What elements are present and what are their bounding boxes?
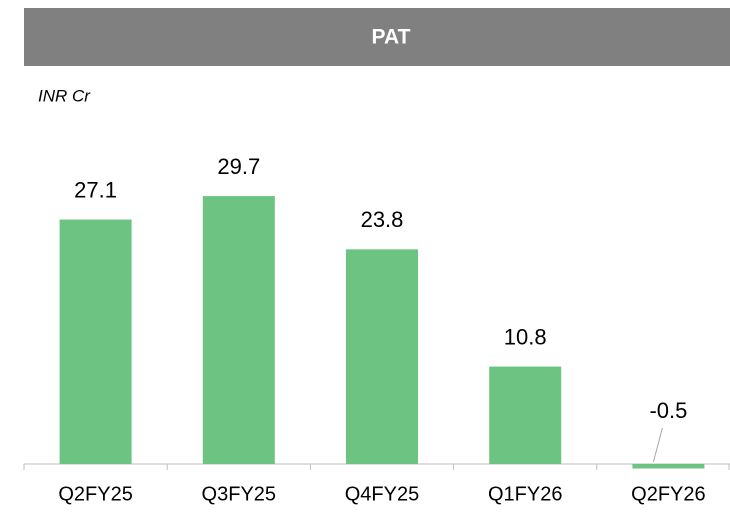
bar	[489, 366, 562, 464]
bar	[59, 219, 132, 464]
data-label: 10.8	[504, 324, 547, 349]
data-label: 29.7	[217, 154, 260, 179]
bar	[632, 464, 705, 469]
x-tick-label: Q2FY26	[631, 483, 705, 505]
x-tick-label: Q3FY25	[202, 483, 276, 505]
data-label: 27.1	[74, 177, 117, 202]
bar	[202, 196, 275, 464]
x-tick-label: Q4FY25	[345, 483, 419, 505]
x-tick-label: Q1FY26	[488, 483, 562, 505]
data-label: -0.5	[649, 398, 687, 423]
data-label: 23.8	[361, 207, 404, 232]
x-tick-label: Q2FY25	[58, 483, 132, 505]
title-band	[24, 8, 730, 66]
subtitle: INR Cr	[38, 86, 91, 105]
chart-title: PAT	[372, 26, 411, 49]
bar	[346, 249, 418, 464]
leader-line	[652, 427, 663, 463]
